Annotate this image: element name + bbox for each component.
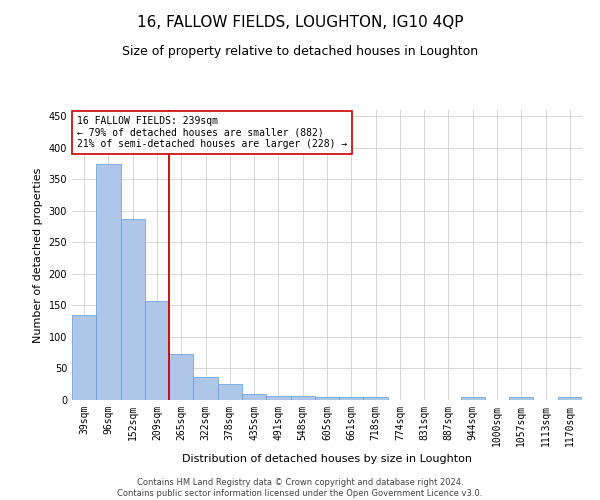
Bar xyxy=(193,376,218,400)
Y-axis label: Number of detached properties: Number of detached properties xyxy=(33,168,43,342)
Text: 16 FALLOW FIELDS: 239sqm
← 79% of detached houses are smaller (882)
21% of semi-: 16 FALLOW FIELDS: 239sqm ← 79% of detach… xyxy=(77,116,347,149)
Bar xyxy=(315,398,339,400)
Bar xyxy=(96,164,121,400)
Bar xyxy=(339,398,364,400)
Bar xyxy=(242,394,266,400)
Bar xyxy=(218,384,242,400)
Bar xyxy=(290,396,315,400)
Text: Contains HM Land Registry data © Crown copyright and database right 2024.
Contai: Contains HM Land Registry data © Crown c… xyxy=(118,478,482,498)
Bar xyxy=(364,398,388,400)
X-axis label: Distribution of detached houses by size in Loughton: Distribution of detached houses by size … xyxy=(182,454,472,464)
Text: 16, FALLOW FIELDS, LOUGHTON, IG10 4QP: 16, FALLOW FIELDS, LOUGHTON, IG10 4QP xyxy=(137,15,463,30)
Bar xyxy=(558,398,582,400)
Bar xyxy=(509,398,533,400)
Bar xyxy=(169,354,193,400)
Bar xyxy=(72,315,96,400)
Text: Size of property relative to detached houses in Loughton: Size of property relative to detached ho… xyxy=(122,45,478,58)
Bar xyxy=(461,398,485,400)
Bar xyxy=(145,301,169,400)
Bar xyxy=(121,219,145,400)
Bar xyxy=(266,396,290,400)
